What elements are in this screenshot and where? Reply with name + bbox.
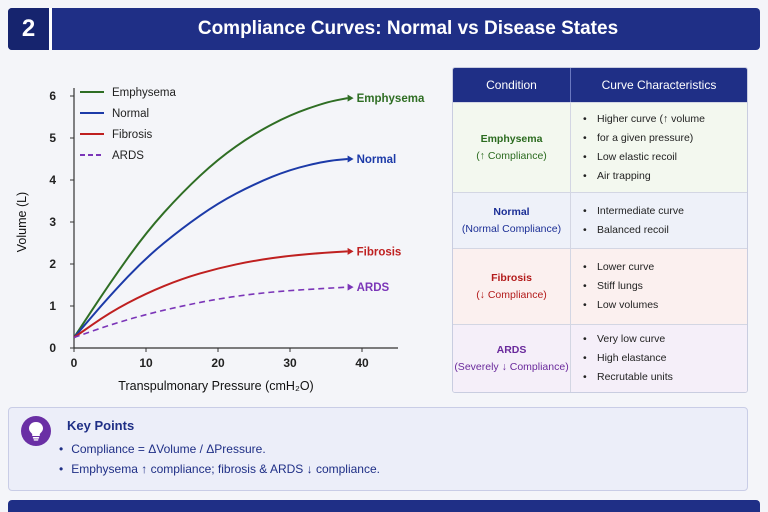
lightbulb-glyph — [29, 422, 43, 441]
chart-svg: 0 10 20 30 40 0 1 2 3 4 5 6 Transpulmonary Pressure … — [15, 87, 425, 393]
series-end-label: Fibrosis — [357, 246, 402, 258]
condition-compliance: (Severely ↓ Compliance) — [454, 360, 569, 373]
series-end-label: ARDS — [357, 282, 390, 294]
characteristics-list: Very low curve High elastance Recrutable… — [571, 325, 747, 392]
legend-label: Normal — [112, 108, 149, 120]
series-arrow-fibrosis — [347, 247, 354, 255]
key-point-item: Emphysema ↑ compliance; fibrosis & ARDS … — [59, 462, 380, 476]
series-arrow-normal — [347, 155, 354, 163]
y-tick-label: 0 — [49, 341, 56, 355]
characteristic-item: Very low curve — [583, 330, 739, 349]
characteristic-item: Low elastic recoil — [583, 148, 739, 167]
legend-label: Fibrosis — [112, 129, 153, 141]
table-header: Condition Curve Characteristics — [453, 68, 747, 102]
characteristics-list: Lower curve Stiff lungs Low volumes — [571, 249, 747, 324]
series-arrow-emphysema — [347, 94, 354, 102]
characteristic-item: Intermediate curve — [583, 202, 739, 221]
legend-label: Emphysema — [112, 87, 177, 99]
condition-compliance: (↑ Compliance) — [476, 149, 547, 162]
series-end-label: Normal — [357, 154, 397, 166]
series-line-normal — [73, 158, 348, 339]
key-point-item: Compliance = ΔVolume / ΔPressure. — [59, 442, 265, 456]
condition-name: Normal — [493, 205, 530, 218]
lightbulb-icon — [21, 416, 51, 446]
characteristic-item: Higher curve (↑ volume — [583, 110, 739, 129]
table-header-characteristics: Curve Characteristics — [601, 78, 717, 92]
condition-cell: Emphysema (↑ Compliance) — [453, 103, 571, 192]
table-row-fibrosis: Fibrosis (↓ Compliance) Lower curve Stif… — [453, 248, 747, 324]
x-tick-label: 0 — [71, 356, 78, 370]
condition-name: Emphysema — [480, 132, 543, 145]
condition-name: ARDS — [496, 343, 527, 356]
characteristic-item: Lower curve — [583, 258, 739, 277]
key-points-title: Key Points — [67, 418, 135, 433]
legend-label: ARDS — [112, 150, 144, 162]
characteristic-item: High elastance — [583, 349, 739, 368]
characteristics-table: Condition Curve Characteristics Emphysem… — [452, 67, 748, 393]
x-tick-label: 30 — [283, 356, 297, 370]
characteristic-item: for a given pressure) — [583, 129, 739, 148]
slide-number: 2 — [8, 8, 52, 50]
characteristics-list: Higher curve (↑ volume for a given press… — [571, 103, 747, 192]
x-tick-label: 20 — [211, 356, 225, 370]
series-end-label: Emphysema — [357, 93, 425, 105]
x-axis-label: Transpulmonary Pressure (cmH₂O) — [118, 379, 313, 393]
condition-compliance: (Normal Compliance) — [461, 222, 562, 235]
characteristic-item: Low volumes — [583, 296, 739, 315]
series-line-fibrosis — [73, 250, 348, 339]
series-arrow-ards — [347, 283, 354, 291]
table-row-ards: ARDS (Severely ↓ Compliance) Very low cu… — [453, 324, 747, 392]
y-axis-label: Volume (L) — [15, 192, 29, 252]
characteristics-list: Intermediate curve Balanced recoil — [571, 193, 747, 248]
condition-cell: ARDS (Severely ↓ Compliance) — [453, 325, 571, 392]
slide-title: Compliance Curves: Normal vs Disease Sta… — [197, 18, 619, 39]
condition-cell: Fibrosis (↓ Compliance) — [453, 249, 571, 324]
characteristic-item: Recrutable units — [583, 368, 739, 387]
next-slide-header — [8, 500, 760, 512]
y-tick-label: 6 — [49, 89, 56, 103]
condition-compliance: (↓ Compliance) — [476, 288, 547, 301]
slide-header: 2 Compliance Curves: Normal vs Disease S… — [8, 8, 760, 50]
table-header-condition: Condition — [453, 68, 571, 102]
y-tick-label: 1 — [49, 299, 56, 313]
condition-cell: Normal (Normal Compliance) — [453, 193, 571, 248]
table-row-emphysema: Emphysema (↑ Compliance) Higher curve (↑… — [453, 102, 747, 192]
key-points-box: Key Points Compliance = ΔVolume / ΔPress… — [8, 407, 748, 491]
characteristic-item: Stiff lungs — [583, 277, 739, 296]
y-tick-label: 3 — [49, 215, 56, 229]
characteristic-item: Air trapping — [583, 167, 739, 186]
x-tick-label: 40 — [355, 356, 369, 370]
series-line-ards — [73, 286, 348, 339]
compliance-chart: 0 10 20 30 40 0 1 2 3 4 5 6 Transpulmonary Pressure … — [8, 62, 440, 402]
y-tick-label: 5 — [49, 131, 56, 145]
y-tick-label: 4 — [49, 173, 56, 187]
table-row-normal: Normal (Normal Compliance) Intermediate … — [453, 192, 747, 248]
characteristic-item: Balanced recoil — [583, 221, 739, 240]
series-line-emphysema — [73, 97, 348, 339]
condition-name: Fibrosis — [491, 271, 532, 284]
y-tick-label: 2 — [49, 257, 56, 271]
x-tick-label: 10 — [139, 356, 153, 370]
